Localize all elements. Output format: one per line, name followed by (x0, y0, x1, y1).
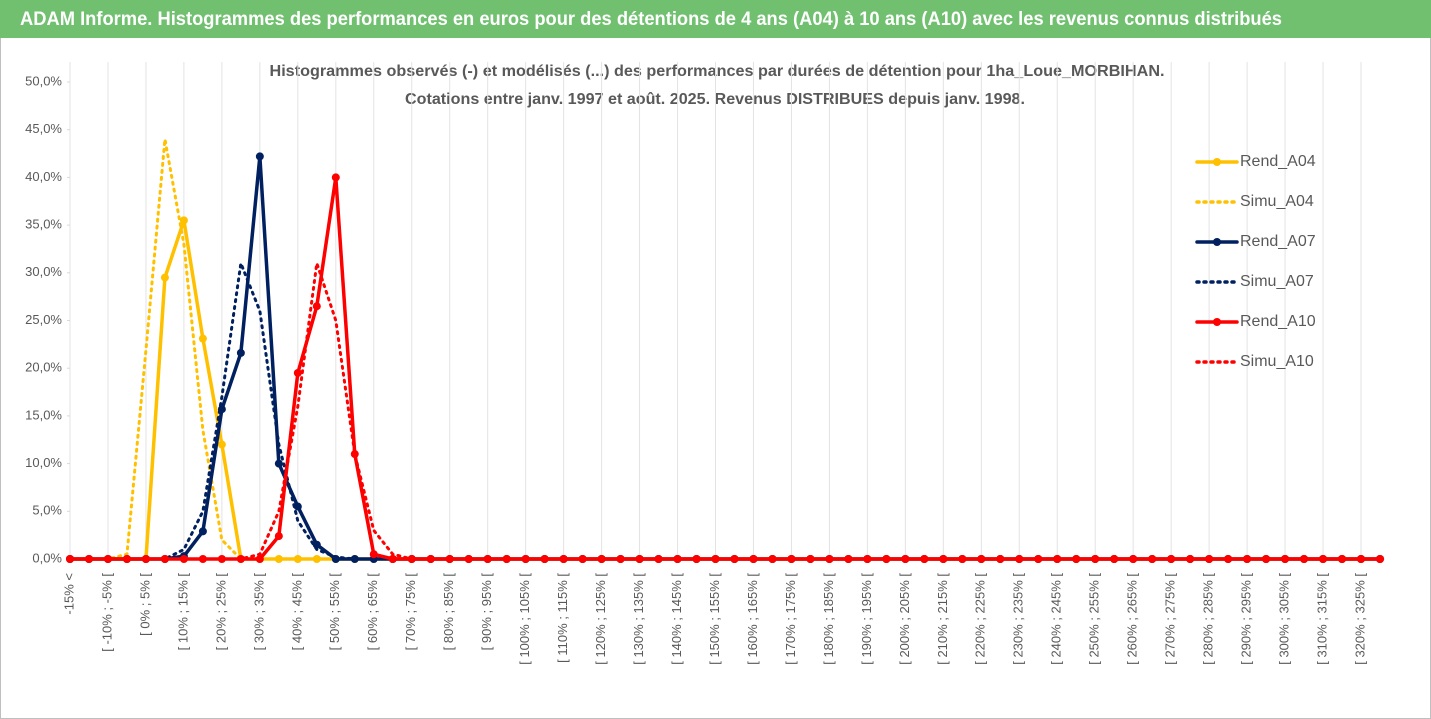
marker (274, 459, 283, 468)
marker (426, 555, 435, 563)
x-tick-label: [ 200% ; 205% [ (897, 573, 912, 665)
x-tick-label: [ 120% ; 125% [ (593, 573, 608, 665)
marker (1167, 555, 1176, 563)
x-tick-label: [ 80% ; 85% [ (441, 573, 456, 651)
marker (635, 555, 644, 563)
x-tick-label: [ 110% ; 115% [ (555, 573, 570, 663)
y-tick-label: 35,0% (25, 217, 62, 232)
marker (198, 334, 207, 343)
marker (293, 555, 302, 563)
x-tick-label: [ 300% ; 305% [ (1277, 573, 1292, 665)
marker (274, 532, 283, 541)
y-tick-label: 10,0% (25, 455, 62, 470)
x-tick-label: [ 40% ; 45% [ (289, 573, 304, 651)
x-tick-label: [ 260% ; 265% [ (1125, 573, 1140, 665)
marker (160, 555, 169, 563)
x-tick-label: [ 170% ; 175% [ (783, 573, 798, 665)
legend-label: Simu_A10 (1240, 353, 1314, 370)
y-tick-label: 5,0% (32, 503, 62, 518)
marker (1224, 555, 1233, 563)
marker (179, 216, 188, 225)
marker (84, 555, 93, 563)
legend-marker (1213, 238, 1221, 246)
marker (1034, 555, 1043, 563)
marker (559, 555, 568, 563)
x-tick-label: [ 30% ; 35% [ (251, 573, 266, 651)
x-tick-label: [ 320% ; 325% [ (1352, 573, 1367, 665)
x-tick-label: [ 290% ; 295% [ (1239, 573, 1254, 665)
x-tick-label: [ 250% ; 255% [ (1087, 573, 1102, 665)
marker (255, 555, 264, 563)
y-tick-label: 45,0% (25, 121, 62, 136)
x-tick-label: [ 240% ; 245% [ (1049, 573, 1064, 665)
marker (502, 555, 511, 563)
legend-label: Rend_A04 (1240, 153, 1316, 170)
x-tick-label: [ 280% ; 285% [ (1201, 573, 1216, 665)
x-tick-label: [ 20% ; 25% [ (213, 573, 228, 651)
marker (331, 173, 340, 182)
marker (312, 302, 321, 311)
y-tick-label: 15,0% (25, 407, 62, 422)
chart-title: Histogrammes observés (-) et modélisés (… (270, 63, 1165, 80)
legend-marker (1213, 158, 1221, 166)
x-tick-label: [ 90% ; 95% [ (479, 573, 494, 651)
x-tick-label: [ 100% ; 105% [ (517, 573, 532, 665)
legend-label: Rend_A10 (1240, 313, 1316, 330)
x-tick-label: [ 50% ; 55% [ (327, 573, 342, 651)
marker (293, 502, 302, 511)
x-tick-label: [ 160% ; 165% [ (745, 573, 760, 665)
legend-marker (1213, 318, 1221, 326)
x-tick-label: [ 270% ; 275% [ (1163, 573, 1178, 665)
y-tick-label: 30,0% (25, 264, 62, 279)
marker (217, 555, 226, 563)
x-tick-label: [ 230% ; 235% [ (1011, 573, 1026, 665)
x-tick-label: -15% < (61, 573, 76, 615)
marker (692, 555, 701, 563)
x-tick-label: [ 140% ; 145% [ (669, 573, 684, 665)
marker (369, 550, 378, 559)
marker (958, 555, 967, 563)
chart-subtitle: Cotations entre janv. 1997 et août. 2025… (405, 91, 1025, 108)
x-tick-label: [ 0% ; 5% [ (137, 573, 152, 636)
x-tick-label: [ 150% ; 155% [ (707, 573, 722, 665)
x-tick-label: [ 10% ; 15% [ (175, 573, 190, 651)
header-bar (0, 0, 1431, 38)
x-tick-label: [ 220% ; 225% [ (973, 573, 988, 665)
marker (160, 273, 169, 282)
marker (768, 555, 777, 563)
marker (1091, 555, 1100, 563)
marker (388, 555, 397, 563)
y-tick-label: 40,0% (25, 169, 62, 184)
marker (825, 555, 834, 563)
legend-label: Simu_A07 (1240, 273, 1314, 290)
x-tick-label: [ -10% ; -5% [ (99, 573, 114, 652)
x-tick-label: [ 180% ; 185% [ (821, 573, 836, 665)
y-tick-label: 25,0% (25, 312, 62, 327)
marker (1300, 555, 1309, 563)
x-tick-label: [ 130% ; 135% [ (631, 573, 646, 665)
x-tick-label: [ 60% ; 65% [ (365, 573, 380, 651)
marker (293, 368, 302, 377)
marker (198, 527, 207, 536)
marker (217, 440, 226, 449)
marker (236, 348, 245, 357)
marker (1357, 555, 1366, 563)
x-tick-label: [ 310% ; 315% [ (1314, 573, 1329, 665)
y-tick-label: 50,0% (25, 73, 62, 88)
series-line (68, 261, 1382, 561)
y-tick-label: 20,0% (25, 360, 62, 375)
x-tick-label: [ 70% ; 75% [ (403, 573, 418, 651)
marker (901, 555, 910, 563)
x-tick-label: [ 190% ; 195% [ (859, 573, 874, 665)
marker (255, 152, 264, 161)
legend-label: Rend_A07 (1240, 233, 1316, 250)
y-tick-label: 0,0% (32, 550, 62, 565)
x-tick-label: [ 210% ; 215% [ (935, 573, 950, 665)
header-title: ADAM Informe. Histogrammes des performan… (20, 9, 1282, 30)
legend-label: Simu_A04 (1240, 193, 1314, 210)
